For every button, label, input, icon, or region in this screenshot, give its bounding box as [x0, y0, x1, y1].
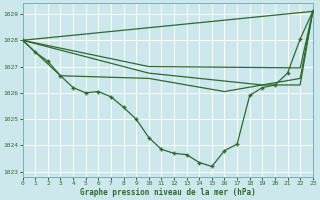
- X-axis label: Graphe pression niveau de la mer (hPa): Graphe pression niveau de la mer (hPa): [80, 188, 256, 197]
